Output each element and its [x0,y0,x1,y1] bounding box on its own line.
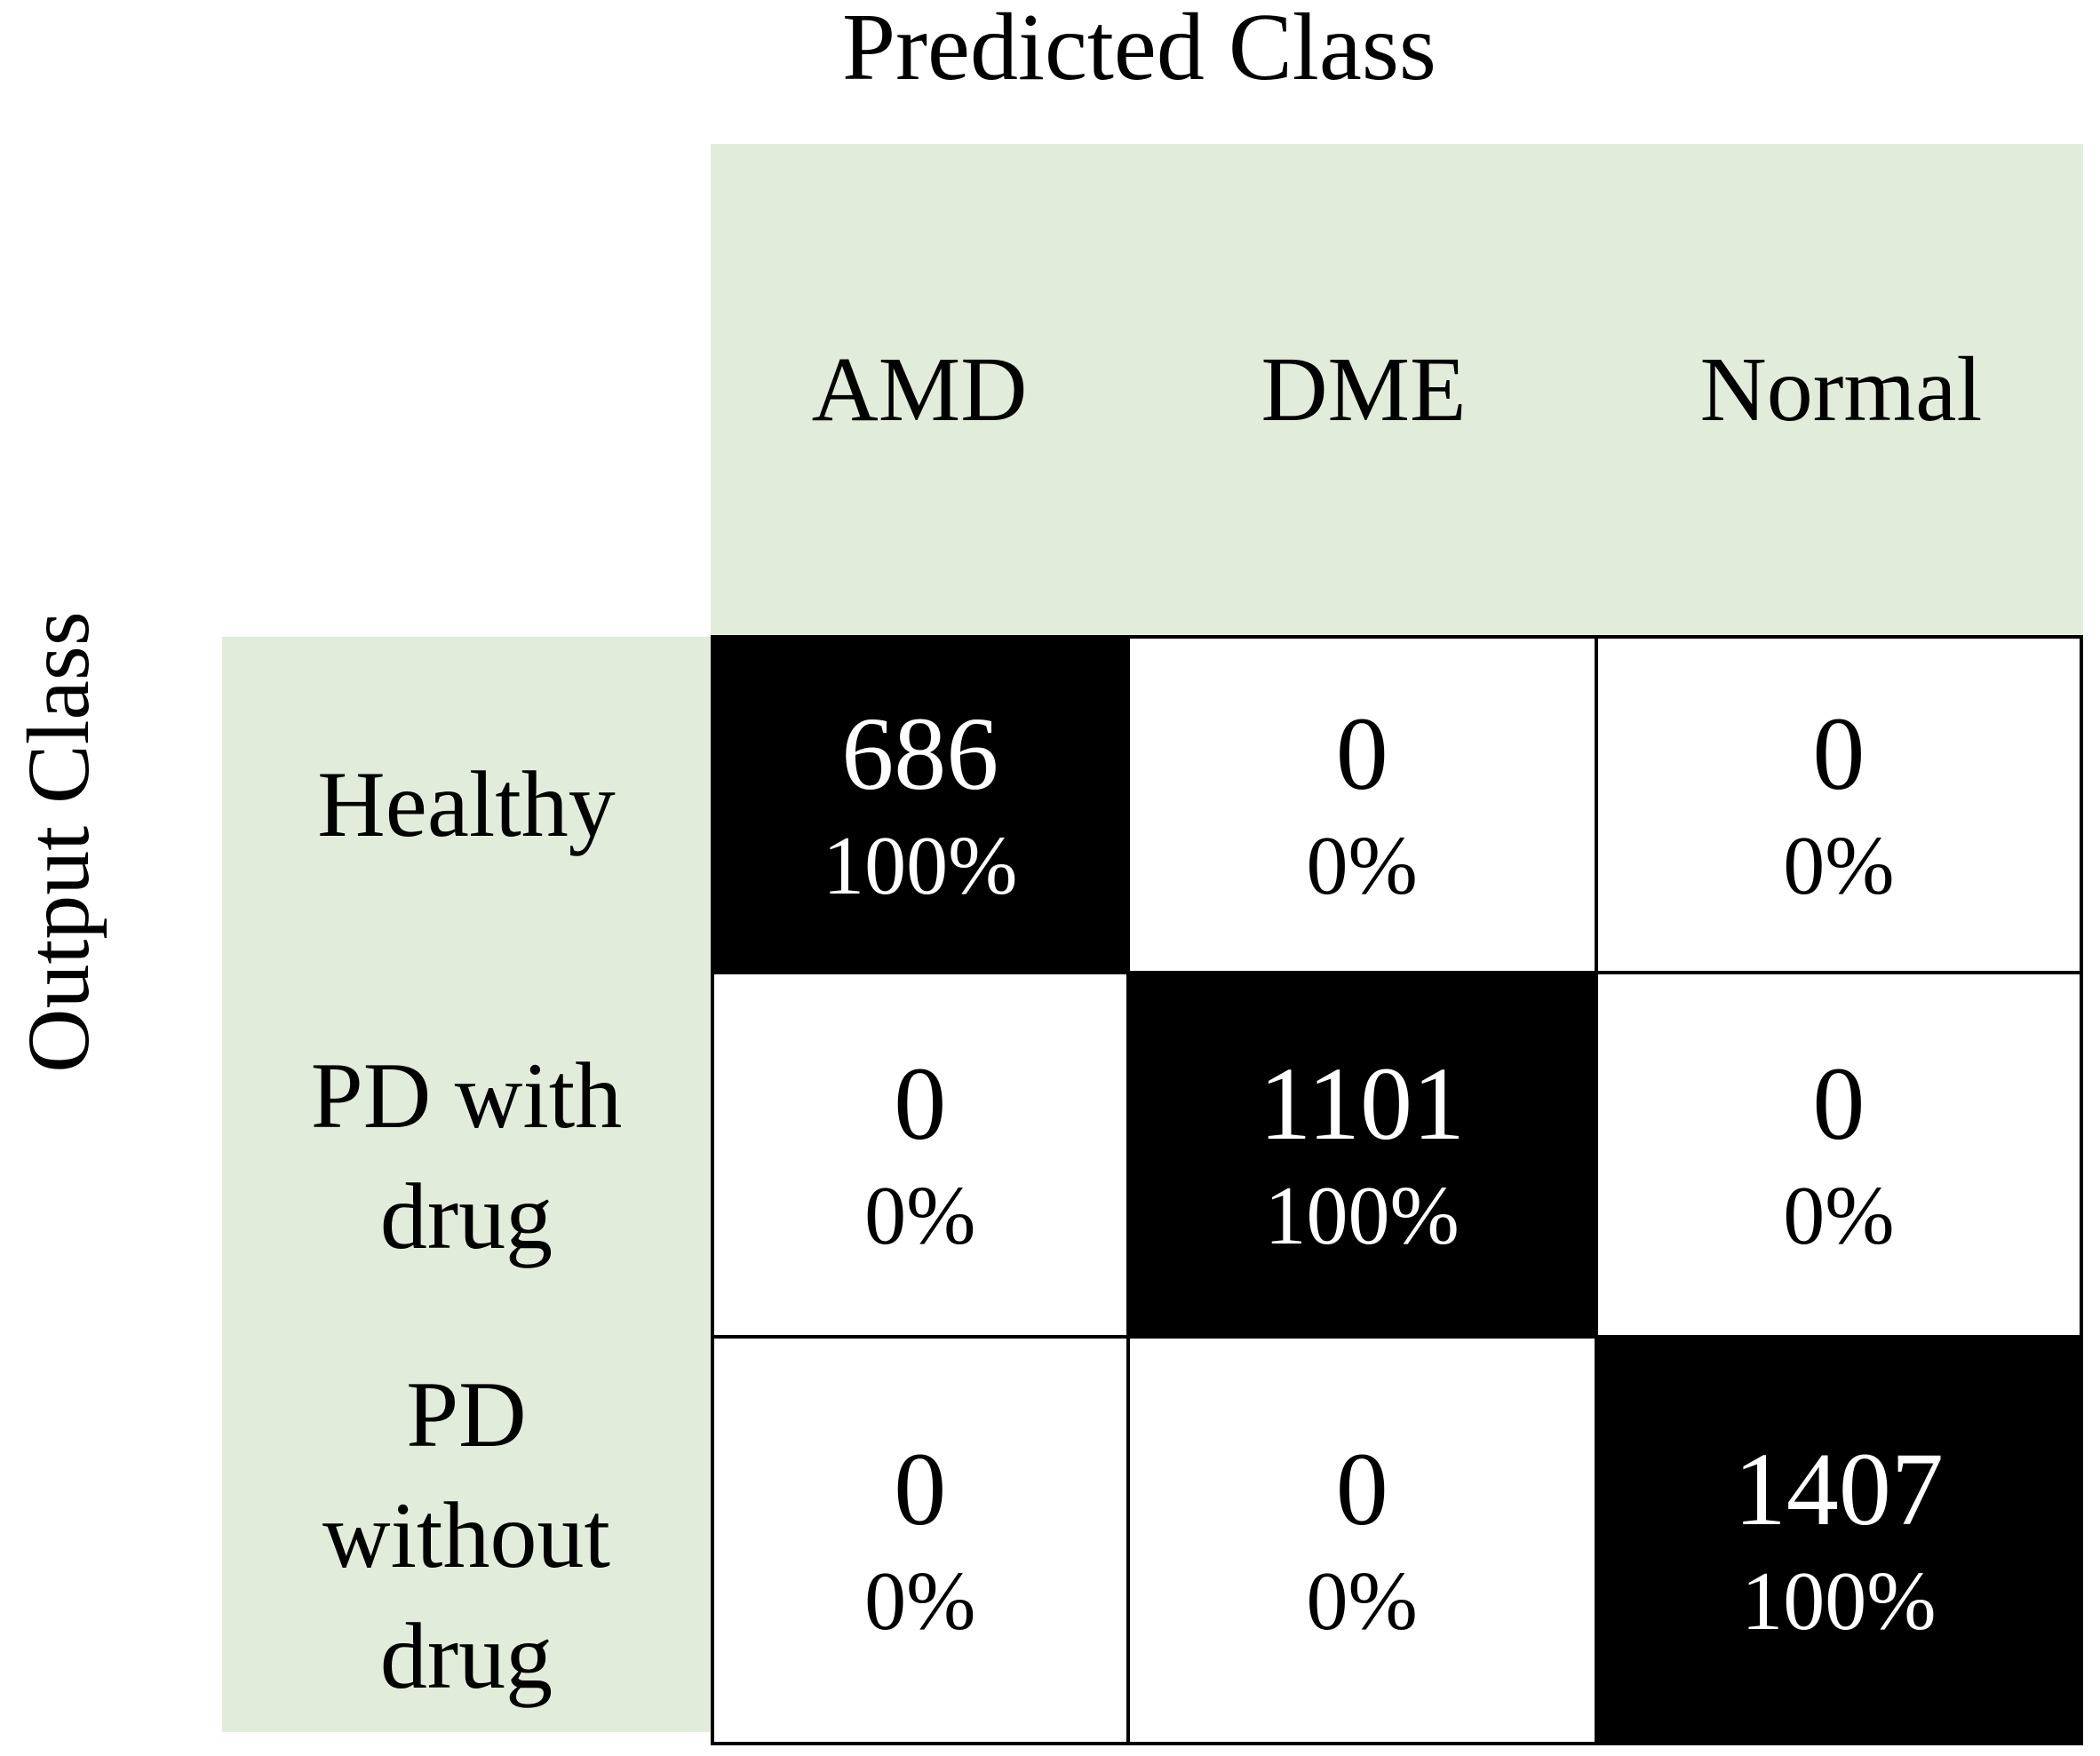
cell-count: 1407 [1733,1431,1944,1548]
cell-count: 0 [1812,695,1865,813]
matrix-cell-pdwithout-dme: 0 0% [1129,1338,1598,1742]
cell-percent: 0% [1306,819,1418,912]
cell-percent: 0% [864,1169,976,1262]
output-class-header-strip: Healthy PD with drug PD without drug [222,637,711,1732]
predicted-class-header-strip: AMD DME Normal [711,144,2083,635]
column-header-amd: AMD [811,338,1028,441]
cell-count: 0 [894,1045,947,1163]
cell-percent: 0% [864,1555,976,1649]
cell-percent: 0% [1306,1555,1418,1649]
matrix-cell-healthy-normal: 0 0% [1597,639,2080,974]
row-header-healthy: Healthy [317,752,616,857]
row-header-pd-with-drug: PD with drug [310,1043,623,1268]
cell-count: 0 [1335,695,1388,813]
cell-percent: 100% [1741,1555,1937,1649]
predicted-class-title: Predicted Class [842,0,1436,100]
matrix-cell-pdwithout-normal: 1407 100% [1597,1338,2080,1742]
cell-percent: 100% [1264,1169,1460,1262]
row-header-pd-without-drug: PD without drug [322,1363,610,1708]
cell-percent: 0% [1783,1169,1895,1262]
cell-count: 0 [1335,1431,1388,1548]
matrix-cell-pdwithout-amd: 0 0% [714,1338,1130,1742]
matrix-cell-pdwith-normal: 0 0% [1597,973,2080,1339]
matrix-cell-pdwith-amd: 0 0% [714,973,1130,1339]
confusion-matrix-grid: 686 100% 0 0% 0 0% 0 0% 1101 100% 0 0% 0… [711,635,2083,1745]
output-class-axis-label: Output Class [9,611,107,1073]
cell-count: 0 [1812,1045,1865,1163]
cell-count: 686 [841,695,999,813]
cell-count: 1101 [1259,1045,1465,1163]
column-header-normal: Normal [1699,338,1983,441]
column-header-dme: DME [1261,338,1467,441]
cell-percent: 0% [1783,819,1895,912]
matrix-cell-pdwith-dme: 1101 100% [1129,973,1598,1339]
matrix-cell-healthy-dme: 0 0% [1129,639,1598,974]
cell-count: 0 [894,1431,947,1548]
cell-percent: 100% [823,819,1018,912]
matrix-cell-healthy-amd: 686 100% [714,639,1130,974]
